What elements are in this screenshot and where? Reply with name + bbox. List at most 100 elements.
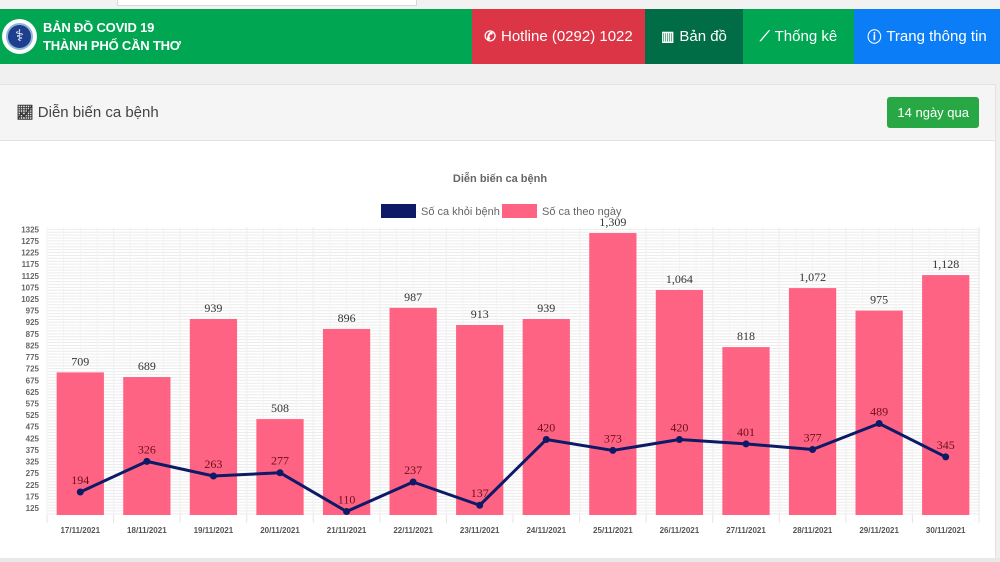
x-tick-label: 29/11/2021 <box>859 526 899 535</box>
legend-swatch-daily <box>502 204 537 218</box>
x-tick-label: 19/11/2021 <box>194 526 234 535</box>
line-data-label: 110 <box>338 493 356 507</box>
bar-daily-cases <box>322 328 371 515</box>
bar-data-label: 1,309 <box>599 215 626 229</box>
y-tick-label: 275 <box>26 469 40 478</box>
x-tick-label: 30/11/2021 <box>926 526 966 535</box>
bar-daily-cases <box>788 288 837 515</box>
legend-label-recovered: Số ca khỏi bệnh <box>421 206 500 218</box>
brand[interactable]: ⚕ BẢN ĐỒ COVID 19 THÀNH PHỐ CẦN THƠ <box>0 9 472 64</box>
bar-data-label: 689 <box>138 359 156 373</box>
line-data-label: 373 <box>604 431 622 445</box>
address-field[interactable] <box>117 0 417 6</box>
bar-daily-cases <box>855 310 903 515</box>
page-bottom-strip <box>0 558 1000 562</box>
x-tick-label: 22/11/2021 <box>393 526 433 535</box>
x-tick-label: 23/11/2021 <box>460 526 500 535</box>
y-tick-label: 525 <box>26 411 40 420</box>
brand-line1: BẢN ĐỒ COVID 19 <box>43 19 155 35</box>
caduceus-emblem-icon: ⚕ <box>2 19 37 54</box>
line-data-label: 377 <box>804 431 822 445</box>
line-chart-icon: ⟋ <box>759 28 770 44</box>
bar-data-label: 1,128 <box>932 257 959 271</box>
bar-data-label: 939 <box>537 301 555 315</box>
bar-daily-cases <box>123 377 171 515</box>
nav-info[interactable]: ⓘ Trang thông tin <box>854 9 1000 64</box>
bar-daily-cases <box>256 419 304 515</box>
point-recovered <box>875 419 883 427</box>
bar-daily-cases <box>456 325 504 515</box>
bar-daily-cases <box>189 318 238 515</box>
brand-line2: THÀNH PHỐ CẦN THƠ <box>43 37 181 53</box>
x-tick-label: 24/11/2021 <box>526 526 566 535</box>
y-tick-label: 1325 <box>21 225 39 234</box>
y-tick-label: 875 <box>26 330 40 339</box>
point-recovered <box>809 446 817 454</box>
line-data-label: 420 <box>537 421 555 435</box>
nav-stats[interactable]: ⟋ Thống kê <box>743 9 854 64</box>
cases-chart: Diễn biến ca bệnh Số ca khỏi bệnh Số ca th… <box>21 172 980 535</box>
bar-data-label: 896 <box>338 311 356 325</box>
line-chart-icon: 📈︎ <box>16 104 34 120</box>
range-14-days-button[interactable]: 14 ngày qua <box>887 97 979 128</box>
y-tick-label: 1025 <box>21 295 39 304</box>
bar-daily-cases <box>922 275 970 515</box>
x-tick-label: 25/11/2021 <box>593 526 633 535</box>
line-data-label: 345 <box>937 438 955 452</box>
bar-data-label: 508 <box>271 401 289 415</box>
bar-daily-cases <box>589 233 637 516</box>
y-tick-label: 975 <box>26 307 40 316</box>
nav-map[interactable]: ▥ Bản đồ <box>645 9 743 64</box>
line-data-label: 401 <box>737 425 755 439</box>
map-icon: ▥ <box>661 28 675 44</box>
y-tick-label: 925 <box>26 318 40 327</box>
point-recovered <box>143 457 151 465</box>
phone-icon: ✆ <box>484 28 496 44</box>
x-tick-label: 17/11/2021 <box>60 526 100 535</box>
bar-data-label: 1,064 <box>666 272 693 286</box>
point-recovered <box>343 508 351 516</box>
info-circle-icon: ⓘ <box>867 28 882 45</box>
navbar: ⚕ BẢN ĐỒ COVID 19 THÀNH PHỐ CẦN THƠ ✆ Ho… <box>0 9 1000 64</box>
point-recovered <box>276 469 284 477</box>
line-data-label: 263 <box>204 457 222 471</box>
point-recovered <box>742 440 750 448</box>
y-tick-label: 125 <box>26 504 40 513</box>
x-tick-label: 18/11/2021 <box>127 526 167 535</box>
card-header: 📈︎ Diễn biến ca bệnh 14 ngày qua <box>0 85 995 141</box>
y-tick-label: 1275 <box>21 237 39 246</box>
x-tick-label: 27/11/2021 <box>726 526 766 535</box>
line-data-label: 137 <box>471 486 489 500</box>
x-tick-label: 28/11/2021 <box>793 526 833 535</box>
point-recovered <box>609 446 617 454</box>
y-tick-label: 625 <box>26 388 40 397</box>
bar-data-label: 939 <box>204 301 222 315</box>
line-data-label: 420 <box>670 421 688 435</box>
bar-daily-cases <box>522 318 570 515</box>
bar-daily-cases <box>722 347 770 515</box>
nav-stats-label: Thống kê <box>774 28 838 45</box>
point-recovered <box>476 501 484 509</box>
bar-data-label: 987 <box>404 290 422 304</box>
y-tick-label: 475 <box>26 423 40 432</box>
y-tick-label: 1125 <box>22 272 40 281</box>
bar-data-label: 975 <box>870 293 888 307</box>
browser-top-strip <box>0 0 1000 9</box>
y-tick-label: 375 <box>26 446 40 455</box>
nav-info-label: Trang thông tin <box>886 28 987 45</box>
y-tick-label: 325 <box>26 458 40 467</box>
card-title: Diễn biến ca bệnh <box>37 104 159 121</box>
line-recovered <box>79 421 947 514</box>
nav-hotline-label: Hotline (0292) 1022 <box>500 28 633 45</box>
bar-data-label: 709 <box>71 354 89 368</box>
x-tick-label: 21/11/2021 <box>327 526 367 535</box>
nav-hotline[interactable]: ✆ Hotline (0292) 1022 <box>472 9 645 64</box>
point-recovered <box>942 453 950 461</box>
y-tick-label: 775 <box>26 353 40 362</box>
line-data-label: 194 <box>71 473 89 487</box>
legend-swatch-recovered <box>381 204 416 218</box>
legend-label-daily: Số ca theo ngày <box>542 206 622 218</box>
line-data-label: 489 <box>870 404 888 418</box>
point-recovered <box>542 436 550 444</box>
chart-title: Diễn biến ca bệnh <box>453 172 547 185</box>
